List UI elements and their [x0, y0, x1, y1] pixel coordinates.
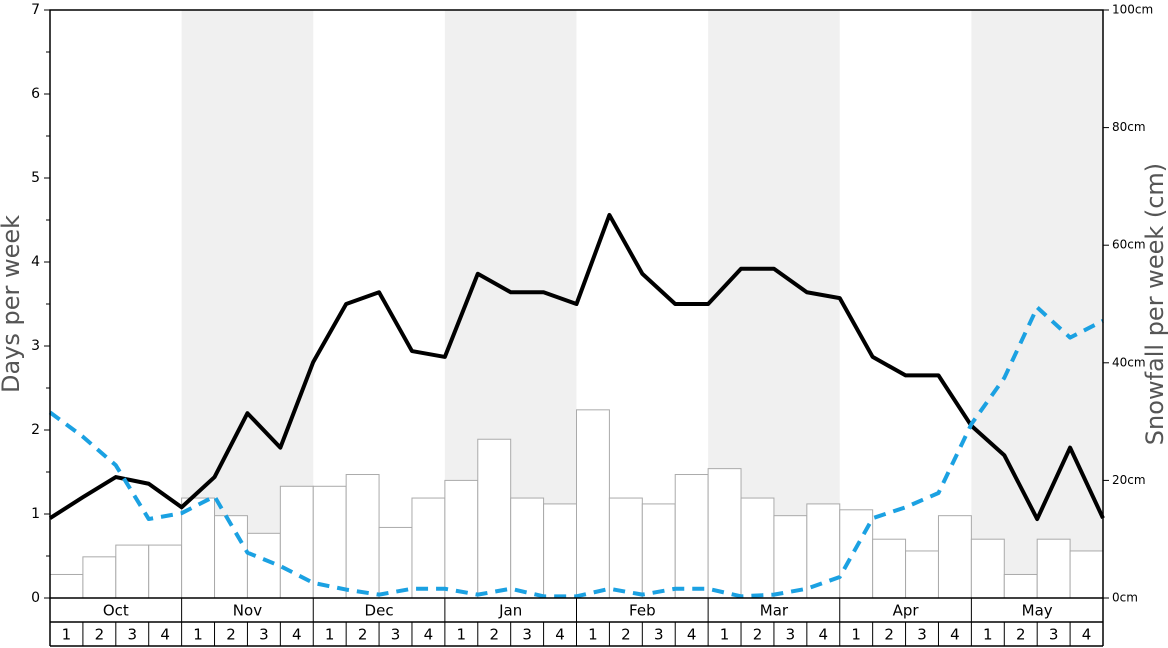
y-axis-label: Days per week	[0, 215, 25, 393]
week-label: 3	[259, 626, 269, 644]
bar	[872, 538, 907, 599]
bar	[937, 515, 972, 599]
week-label: 1	[720, 626, 730, 644]
week-label: 2	[1016, 626, 1026, 644]
month-label: Oct	[103, 602, 129, 620]
week-label: 3	[391, 626, 401, 644]
week-label: 1	[588, 626, 598, 644]
month-label: Apr	[893, 602, 920, 620]
week-label: 2	[489, 626, 499, 644]
bar	[1069, 550, 1104, 599]
week-label: 4	[424, 626, 434, 644]
bar	[148, 544, 183, 599]
y-tick-label: 7	[31, 2, 40, 18]
month-label: Jan	[498, 602, 522, 620]
week-label: 4	[687, 626, 697, 644]
bar	[608, 497, 643, 599]
month-label: Dec	[365, 602, 394, 620]
month-label: May	[1022, 602, 1053, 620]
week-label: 1	[457, 626, 467, 644]
bar	[49, 573, 84, 599]
week-label: 1	[62, 626, 72, 644]
line	[48, 212, 1105, 522]
y-tick-label: 4	[31, 254, 40, 270]
y2-tick-label: 0cm	[1112, 591, 1138, 605]
week-label: 1	[851, 626, 861, 644]
y2-axis-label: Snowfall per week (cm)	[1141, 163, 1168, 445]
bar	[345, 474, 380, 599]
week-label: 4	[160, 626, 170, 644]
y-tick-label: 2	[31, 422, 40, 438]
bar	[970, 538, 1005, 599]
bar	[312, 485, 347, 599]
week-label: 2	[884, 626, 894, 644]
bar	[477, 438, 512, 599]
y-tick-label: 5	[31, 170, 40, 186]
bar	[773, 515, 808, 599]
bar	[806, 503, 841, 599]
week-label: 3	[1049, 626, 1059, 644]
y2-tick-label: 80cm	[1112, 120, 1146, 134]
y-tick-label: 6	[31, 86, 40, 102]
bar	[378, 526, 413, 599]
week-label: 2	[621, 626, 631, 644]
bar	[246, 532, 281, 599]
week-label: 3	[654, 626, 664, 644]
month-shade	[971, 10, 1103, 598]
bar	[641, 503, 676, 599]
bar	[740, 497, 775, 599]
bar	[543, 503, 577, 599]
week-label: 4	[292, 626, 302, 644]
month-label: Feb	[629, 602, 656, 620]
y2-tick-label: 60cm	[1112, 238, 1146, 252]
y-tick-label: 0	[31, 590, 40, 606]
y-tick-label: 1	[31, 506, 40, 522]
bar	[115, 544, 150, 599]
week-label: 3	[127, 626, 137, 644]
bar	[1003, 573, 1038, 599]
bar	[82, 556, 117, 599]
y2-tick-label: 20cm	[1112, 473, 1146, 487]
week-label: 2	[95, 626, 105, 644]
y2-tick-label: 100cm	[1112, 3, 1153, 17]
week-label: 2	[226, 626, 236, 644]
month-label: Mar	[760, 602, 789, 620]
bar	[181, 497, 216, 599]
bar	[214, 515, 248, 599]
week-label: 2	[753, 626, 763, 644]
month-label: Nov	[233, 602, 262, 620]
bar	[674, 474, 709, 599]
bar	[510, 497, 545, 599]
bar	[576, 409, 610, 599]
y2-tick-label: 40cm	[1112, 355, 1146, 369]
week-label: 3	[917, 626, 927, 644]
week-label: 1	[193, 626, 203, 644]
y-tick-label: 3	[31, 338, 40, 354]
week-label: 4	[950, 626, 960, 644]
line	[48, 305, 1104, 599]
week-label: 4	[1082, 626, 1092, 644]
bar	[411, 497, 446, 599]
week-label: 1	[325, 626, 335, 644]
bar	[444, 479, 479, 599]
week-label: 2	[358, 626, 368, 644]
week-label: 3	[786, 626, 796, 644]
bar	[1036, 538, 1071, 599]
week-label: 4	[555, 626, 565, 644]
bar	[905, 550, 939, 599]
bar	[707, 468, 742, 599]
week-label: 3	[522, 626, 532, 644]
week-label: 1	[983, 626, 993, 644]
week-label: 4	[819, 626, 829, 644]
